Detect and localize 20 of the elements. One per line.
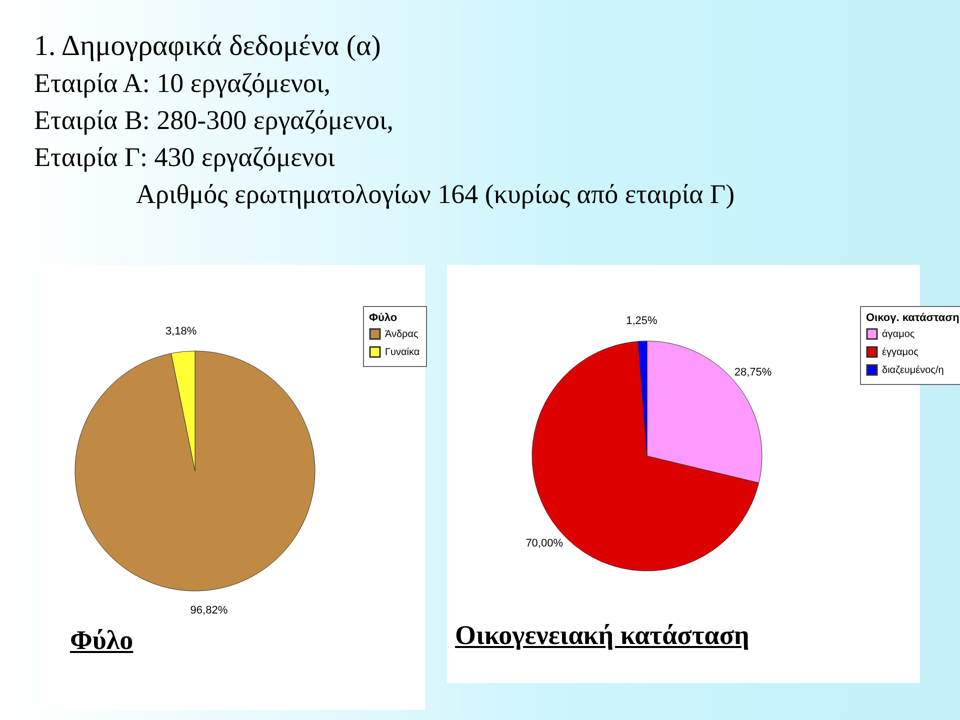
data-label: 1,25% [626,315,658,328]
legend-title: Οικογ. κατάσταση [866,312,960,324]
legend-label: άγαμος [882,329,915,340]
data-label: 3,18% [165,326,197,338]
data-label: 70,00% [526,538,564,550]
legend-label: έγγαμος [882,347,919,358]
text: Εταιρία Α: 10 εργαζόμενοι, [34,67,332,100]
pie-slice [74,350,316,592]
legend-label: διαζευμένος/η [882,365,944,376]
text: Οικογενειακή κατάσταση [455,620,750,651]
legend-label: Γυναίκα [385,347,420,358]
legend-title: Φύλο [369,312,398,324]
data-label: 96,82% [190,604,228,616]
chart-title: 1. Δημογραφικά δεδομένα (α) [34,29,382,64]
text: Αριθμός ερωτηματολογίων 164 (κυρίως από εταιρία Γ) [135,178,735,211]
text: Φύλο [70,625,134,656]
data-label: 28,75% [734,366,772,378]
text: Εταιρία Β: 280-300 εργαζόμενοι, [34,104,395,137]
legend-label: Άνδρας [385,329,419,340]
text: Εταιρία Γ: 430 εργαζόμενοι [34,141,336,174]
